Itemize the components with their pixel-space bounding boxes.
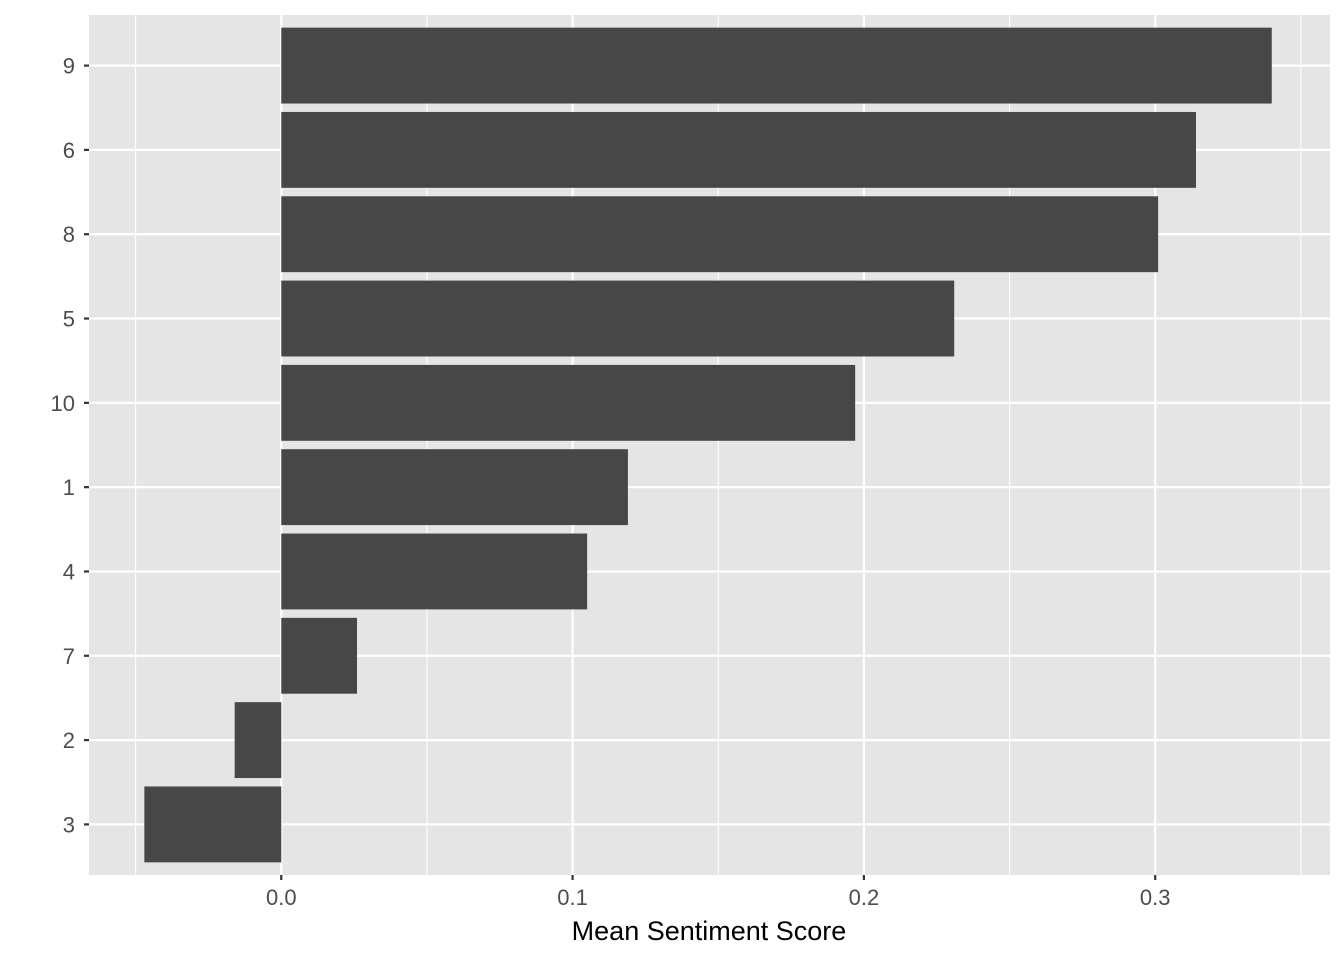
x-tick-label-3: 0.3: [1140, 885, 1171, 910]
y-axis: 9 6 8 5 10 1 4 7 2 3: [51, 54, 89, 837]
x-axis-title: Mean Sentiment Score: [572, 916, 847, 946]
x-axis: 0.0 0.1 0.2 0.3: [266, 875, 1171, 910]
x-tick-label-1: 0.1: [557, 885, 588, 910]
y-tick-label-6: 6: [63, 138, 75, 163]
y-tick-label-4: 4: [63, 559, 75, 584]
bar-5: [281, 280, 955, 357]
bar-9: [281, 27, 1272, 104]
bar-6: [281, 111, 1196, 188]
y-tick-label-3: 3: [63, 812, 75, 837]
x-tick-label-0: 0.0: [266, 885, 297, 910]
x-tick-label-2: 0.2: [849, 885, 880, 910]
y-tick-label-2: 2: [63, 728, 75, 753]
y-tick-label-8: 8: [63, 222, 75, 247]
bar-3: [144, 786, 282, 863]
bar-10: [281, 364, 856, 441]
y-tick-label-1: 1: [63, 475, 75, 500]
bar-8: [281, 196, 1159, 273]
bars: [144, 27, 1272, 863]
y-tick-label-7: 7: [63, 644, 75, 669]
bar-7: [281, 617, 358, 694]
y-tick-label-10: 10: [51, 391, 75, 416]
bar-4: [281, 533, 588, 610]
y-tick-label-9: 9: [63, 54, 75, 79]
y-tick-label-5: 5: [63, 307, 75, 332]
bar-2: [234, 702, 282, 779]
bar-1: [281, 449, 628, 526]
